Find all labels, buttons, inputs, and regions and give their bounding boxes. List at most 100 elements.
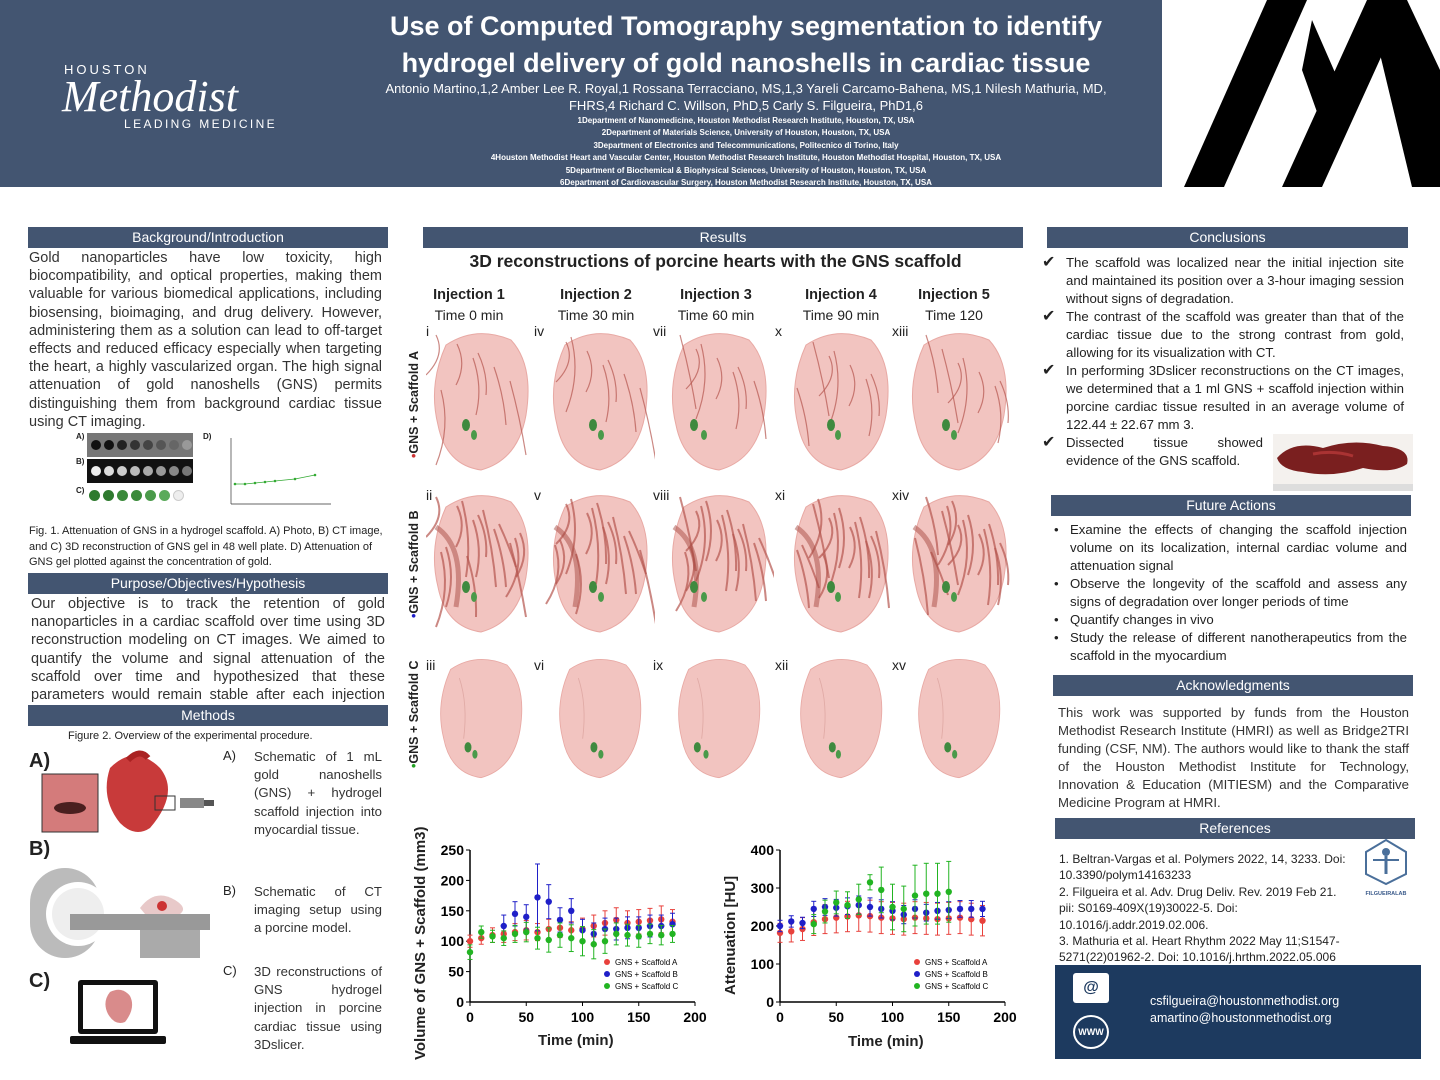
panel-numeral: x [775,323,782,339]
fig1-plot [230,438,331,505]
fig1-label-b: B) [76,457,85,466]
data-point [500,934,507,942]
data-point [866,903,874,911]
heart-reconstruction-image [545,495,655,633]
y-tick-label: 400 [751,842,775,858]
data-point [534,934,541,942]
conclusion-item: The scaffold was localized near the init… [1042,254,1404,308]
method-item-c-label: C) [223,963,237,978]
x-tick-label: 0 [466,1009,474,1025]
poster-header: HOUSTON Methodist LEADING MEDICINE Use o… [0,0,1440,187]
data-point [601,938,609,945]
fig1-label-d: D) [203,432,212,441]
m-logo-icon [1162,0,1440,187]
panel-numeral: ii [426,487,433,503]
reference-item: 1. Beltran-Vargas et al. Polymers 2022, … [1059,852,1346,883]
ct-scanner-schematic [30,868,210,958]
affiliation-line: 4Houston Methodist Heart and Vascular Ce… [490,153,1002,163]
injection-header: Injection 3 Time 60 min [656,285,776,325]
data-point [878,886,885,894]
contact-email[interactable]: amartino@houstonmethodist.org [1150,1011,1332,1025]
legend-marker [914,971,920,977]
x-tick-label: 200 [993,1009,1017,1025]
data-point [799,919,806,927]
y-tick-label: 250 [441,842,465,858]
data-point [855,896,862,903]
background-text: Gold nanoparticles have low toxicity, hi… [29,250,382,430]
conclusion-item: In performing 3Dslicer reconstructions o… [1042,362,1404,434]
chart1-xlabel: Time (min) [538,1032,614,1049]
panel-numeral: xv [892,657,906,673]
method-item-c-text: 3D reconstructions of GNS hydrogel injec… [254,964,382,1052]
data-point [810,905,817,913]
injection-name: Injection 2 [560,287,632,303]
affiliation-line: 2Department of Materials Science, Univer… [601,128,891,138]
data-point [635,933,642,940]
injection-name: Injection 4 [805,287,877,303]
panel-numeral: iv [534,323,545,339]
data-point [478,928,485,936]
data-point [545,898,552,905]
affiliation-line: 6Department of Cardiovascular Surgery, H… [560,178,932,188]
data-point [821,908,829,915]
panel-numeral: i [426,323,430,339]
y-tick-label: 100 [441,933,465,949]
data-point [923,890,930,897]
panel-numeral: xiv [892,487,910,503]
heart-reconstruction-image [426,333,529,471]
injection-time: Time 90 min [802,307,880,323]
data-point [523,928,530,936]
legend-marker [604,983,610,989]
data-point [889,903,896,911]
injection-time: Time 0 min [434,307,504,323]
heart-reconstruction-image [793,333,889,471]
data-point [945,888,952,895]
method-label-b: B) [29,838,51,860]
reference-item: 3. Mathuria et al. Heart Rhythm 2022 May… [1059,934,1340,965]
data-point [511,910,519,918]
data-point [900,905,907,913]
purpose-heading: Purpose/Objectives/Hypothesis [28,573,388,594]
injection-header: Injection 4 Time 90 min [781,285,901,325]
data-point [810,920,817,928]
heart-reconstruction-image [911,495,1010,633]
y-tick-label: 100 [751,956,775,972]
data-point [466,938,474,945]
fig1-photo [87,433,193,457]
data-point [523,913,530,921]
y-tick-label: 0 [456,994,464,1010]
future-item: Observe the longevity of the scaffold an… [1052,575,1407,611]
row-label: •GNS + Scaffold A [407,350,421,458]
data-point [776,922,784,930]
x-tick-label: 150 [627,1009,651,1025]
contact-email[interactable]: csfilgueira@houstonmethodist.org [1150,994,1340,1008]
data-point [511,930,519,938]
future-heading: Future Actions [1051,495,1411,516]
heart-reconstruction-image [559,659,642,779]
injection-header: Injection 1 Time 0 min [409,285,529,325]
chart2-xlabel: Time (min) [848,1033,924,1050]
panel-numeral: v [534,487,541,503]
data-point [911,892,919,899]
volume-chart: 0 50 100 150 200 0 50 100 150 200 250 GNS + Scaffol… [441,842,707,1025]
data-point [500,922,507,930]
references-heading: References [1055,818,1415,839]
conclusion-item: The contrast of the scaffold was greater… [1042,308,1404,362]
heart-reconstruction-image [440,659,523,779]
heart-reconstruction-image [678,659,761,779]
affiliation-line: 3Department of Electronics and Telecommu… [593,140,899,150]
y-tick-label: 200 [751,918,775,934]
heart-reconstruction-image [552,333,655,471]
methods-heading: Methods [28,705,388,726]
data-point [844,901,851,909]
ack-text: This work was supported by funds from th… [1058,705,1409,810]
method-item-b-text: Schematic of CT imaging setup using a po… [254,884,382,936]
web-icon: WWW [1073,1015,1109,1049]
contact-box: @ WWW csfilgueira@houstonmethodist.org a… [1055,965,1421,1059]
injection-name: Injection 5 [918,287,990,303]
x-tick-label: 0 [776,1009,784,1025]
heart-reconstruction-image [793,495,890,633]
legend-marker [914,983,920,989]
data-point [833,899,840,906]
legend-label: GNS + Scaffold A [615,958,678,967]
